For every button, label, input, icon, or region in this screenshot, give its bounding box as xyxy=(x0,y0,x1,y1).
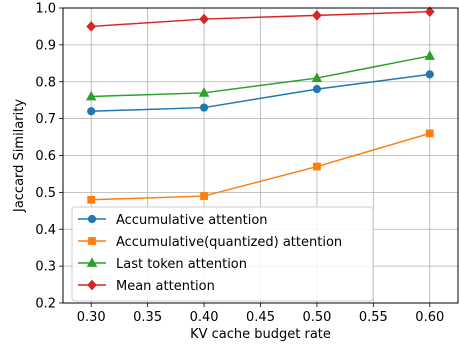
data-point xyxy=(312,10,322,21)
y-tick-label: 0.8 xyxy=(35,75,56,90)
legend-marker xyxy=(86,257,98,267)
legend-box xyxy=(71,206,374,302)
series-line xyxy=(91,132,430,201)
legend-entry: Mean attention xyxy=(78,279,215,294)
data-point xyxy=(425,129,434,138)
x-tick-label: 0.35 xyxy=(133,310,162,325)
data-point xyxy=(85,90,97,101)
data-point xyxy=(311,72,323,82)
legend-entry: Accumulative(quantized) attention xyxy=(78,235,342,250)
y-tick-label: 0.7 xyxy=(35,112,56,127)
y-tick-label: 1.0 xyxy=(35,2,56,17)
data-point xyxy=(424,50,436,60)
x-tick-label: 0.40 xyxy=(190,310,219,325)
data-point xyxy=(200,192,208,200)
series-layer xyxy=(85,6,436,204)
y-tick-label: 0.4 xyxy=(35,223,56,238)
legend-label: Accumulative attention xyxy=(116,213,268,228)
y-axis-label: Jaccard Similarity xyxy=(12,99,27,213)
x-axis-label: KV cache budget rate xyxy=(190,327,331,342)
legend-marker xyxy=(88,237,96,245)
x-tick-label: 0.60 xyxy=(415,310,444,325)
y-tick-label: 0.9 xyxy=(35,38,56,53)
y-tick-label: 0.3 xyxy=(35,260,56,275)
legend-entry: Last token attention xyxy=(78,257,247,272)
x-tick-label: 0.30 xyxy=(77,310,106,325)
series-line xyxy=(91,73,430,112)
series-0 xyxy=(87,70,434,116)
legend-marker xyxy=(87,214,97,224)
series-line xyxy=(91,55,430,98)
data-point xyxy=(87,107,96,116)
legend-label: Accumulative(quantized) attention xyxy=(116,235,342,250)
data-point xyxy=(87,195,96,204)
data-point xyxy=(425,70,434,79)
data-point xyxy=(424,6,435,18)
data-point xyxy=(199,13,209,25)
data-point xyxy=(313,162,321,171)
legend: Accumulative attention Accumulative(quant… xyxy=(71,206,374,302)
y-tick-label: 0.2 xyxy=(35,297,56,312)
y-tick-label: 0.5 xyxy=(35,186,56,201)
grid xyxy=(63,7,458,304)
series-2 xyxy=(85,50,436,101)
x-tick-label: 0.45 xyxy=(246,310,275,325)
legend-label: Mean attention xyxy=(116,279,215,294)
series-1 xyxy=(87,129,434,204)
legend-marker xyxy=(87,279,97,291)
series-line xyxy=(91,10,430,28)
x-tick-label: 0.50 xyxy=(302,310,331,325)
x-tick-label: 0.55 xyxy=(359,310,388,325)
data-point xyxy=(86,21,97,32)
y-tick-label: 0.6 xyxy=(35,149,56,164)
series-3 xyxy=(86,6,435,32)
data-point xyxy=(312,85,322,94)
legend-label: Last token attention xyxy=(116,257,247,272)
legend-entry: Accumulative attention xyxy=(78,213,268,228)
data-point xyxy=(198,87,210,97)
data-point xyxy=(199,103,209,112)
axis-ticks: 0.30 0.35 0.40 0.45 0.50 0.55 0.60 0.2 0.3 0.4 0.5… xyxy=(35,2,444,326)
